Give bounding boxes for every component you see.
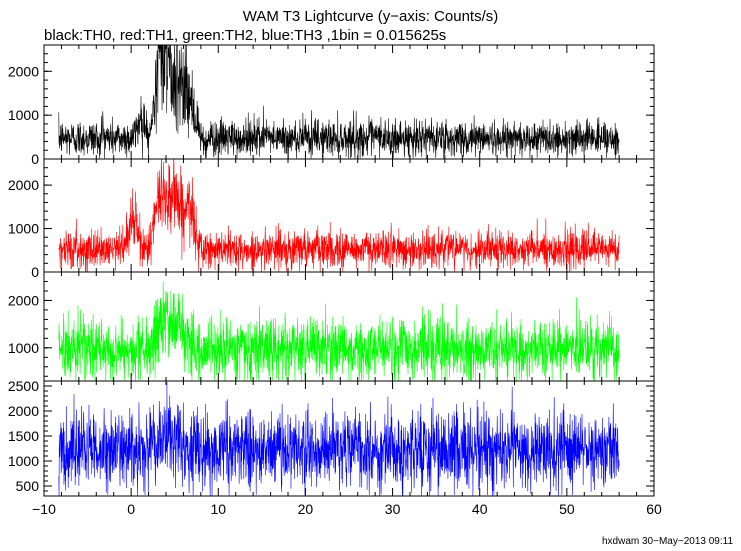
- x-tick-label: 50: [559, 501, 575, 517]
- x-tick-label: 30: [385, 501, 401, 517]
- y-tick-label: 500: [16, 478, 40, 494]
- y-tick-label: 0: [31, 264, 39, 280]
- y-tick-label: 2000: [8, 177, 39, 193]
- x-tick-label: 20: [298, 501, 314, 517]
- y-tick-label: 2000: [8, 403, 39, 419]
- y-tick-label: 0: [31, 151, 39, 167]
- y-tick-label: 1000: [8, 453, 39, 469]
- x-tick-label: 0: [127, 501, 135, 517]
- y-tick-label: 2000: [8, 63, 39, 79]
- y-tick-label: 1000: [8, 107, 39, 123]
- x-tick-label: −10: [32, 501, 56, 517]
- chart-subtitle: black:TH0, red:TH1, green:TH2, blue:TH3 …: [44, 27, 447, 44]
- y-tick-label: 1000: [8, 340, 39, 356]
- y-tick-label: 2000: [8, 292, 39, 308]
- x-tick-label: 10: [210, 501, 226, 517]
- y-tick-label: 1500: [8, 428, 39, 444]
- chart-title: WAM T3 Lightcurve (y−axis: Counts/s): [242, 8, 499, 25]
- panel-frame: [43, 380, 655, 497]
- lightcurve-TH3: [58, 381, 620, 496]
- generation-stamp: hxdwam 30−May−2013 09:11: [601, 536, 733, 547]
- lightcurve-TH2: [58, 281, 620, 381]
- lightcurve-TH0: [58, 45, 620, 159]
- y-tick-label: 1000: [8, 221, 39, 237]
- lightcurve-TH1: [58, 159, 620, 272]
- x-tick-label: 60: [646, 501, 662, 517]
- y-tick-label: 2500: [8, 378, 39, 394]
- x-tick-label: 40: [472, 501, 488, 517]
